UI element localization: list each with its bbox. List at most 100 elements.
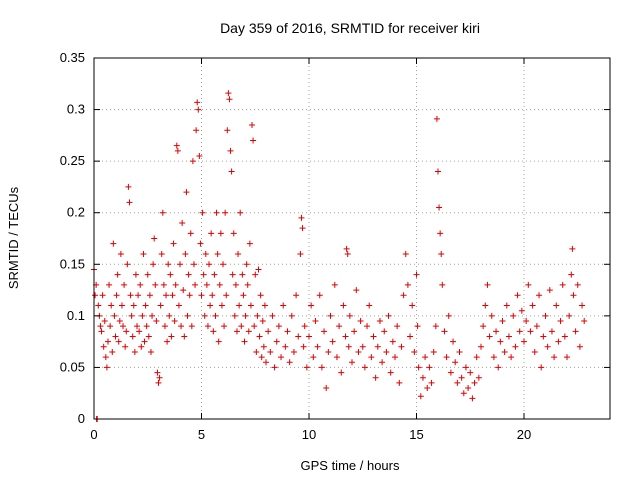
data-point (251, 323, 258, 330)
data-point (169, 292, 176, 299)
data-point (523, 318, 530, 325)
data-point (116, 318, 123, 325)
data-point (183, 189, 190, 196)
data-point (336, 323, 343, 330)
data-point (497, 338, 504, 345)
y-tick-label: 0.1 (67, 308, 85, 323)
data-point (134, 323, 140, 330)
data-point (261, 302, 268, 309)
data-point (435, 168, 441, 175)
data-point (310, 354, 317, 361)
data-point (441, 328, 448, 335)
data-point (252, 271, 259, 278)
data-point (572, 328, 579, 335)
data-point (107, 323, 114, 330)
y-tick-label: 0.25 (60, 153, 85, 168)
data-point (157, 302, 164, 309)
data-point (469, 395, 476, 402)
data-point (293, 292, 300, 299)
data-point (495, 364, 502, 371)
data-point (163, 292, 170, 299)
data-point (529, 302, 536, 309)
data-point (265, 328, 272, 335)
data-point (542, 312, 549, 319)
data-point (167, 271, 174, 278)
data-point (456, 348, 463, 355)
data-point (574, 281, 581, 288)
data-point (129, 333, 136, 340)
data-point (381, 328, 388, 335)
data-point (342, 333, 349, 340)
data-point (127, 292, 134, 299)
data-point (269, 312, 276, 319)
data-point (207, 302, 214, 309)
data-point (159, 209, 166, 216)
data-point (186, 292, 193, 299)
data-point (387, 369, 394, 376)
data-point (300, 343, 307, 350)
data-point (160, 281, 167, 288)
data-point (221, 323, 228, 330)
data-point (200, 271, 207, 278)
data-point (438, 250, 445, 257)
data-point (199, 209, 206, 216)
data-point (197, 240, 204, 247)
data-point (110, 240, 117, 247)
data-point (155, 379, 162, 386)
data-point (501, 348, 508, 355)
data-point (142, 302, 149, 309)
data-point (198, 292, 205, 299)
data-point (389, 338, 396, 345)
data-point (433, 115, 440, 122)
data-point (298, 214, 305, 221)
data-point (182, 250, 189, 257)
data-point (327, 312, 334, 319)
data-point (503, 302, 510, 309)
data-point (392, 354, 398, 361)
data-point (115, 338, 122, 345)
data-point (518, 307, 525, 314)
data-point (478, 343, 484, 350)
data-point (256, 333, 263, 340)
data-point (122, 343, 129, 350)
data-point (117, 250, 124, 257)
data-point (146, 292, 153, 299)
data-point (128, 312, 135, 319)
data-point (158, 250, 165, 257)
data-point (512, 343, 519, 350)
data-point (236, 302, 243, 309)
chart-title: Day 359 of 2016, SRMTID for receiver kir… (220, 20, 480, 36)
data-point (178, 323, 185, 330)
data-point (230, 230, 237, 237)
data-point (246, 240, 253, 247)
data-point (132, 271, 139, 278)
data-point (138, 343, 145, 350)
data-point (338, 369, 345, 376)
data-point (233, 328, 240, 335)
data-point (340, 302, 347, 309)
data-point (131, 348, 138, 355)
data-point (161, 323, 168, 330)
data-point (189, 158, 196, 165)
data-point (177, 261, 183, 268)
data-point (499, 318, 506, 325)
data-point (103, 364, 110, 371)
data-point (108, 302, 115, 309)
data-point (237, 209, 244, 216)
data-point (321, 328, 328, 335)
data-points (91, 90, 588, 422)
data-point (314, 343, 321, 350)
data-point (288, 312, 295, 319)
data-point (114, 271, 121, 278)
data-point (275, 323, 282, 330)
data-point (156, 374, 163, 381)
data-point (301, 323, 308, 330)
data-point (145, 333, 152, 340)
data-point (143, 323, 150, 330)
data-point (355, 348, 362, 355)
data-point (396, 379, 403, 386)
data-point (432, 323, 439, 330)
data-point (206, 261, 213, 268)
data-point (460, 390, 467, 397)
data-point (141, 338, 148, 345)
